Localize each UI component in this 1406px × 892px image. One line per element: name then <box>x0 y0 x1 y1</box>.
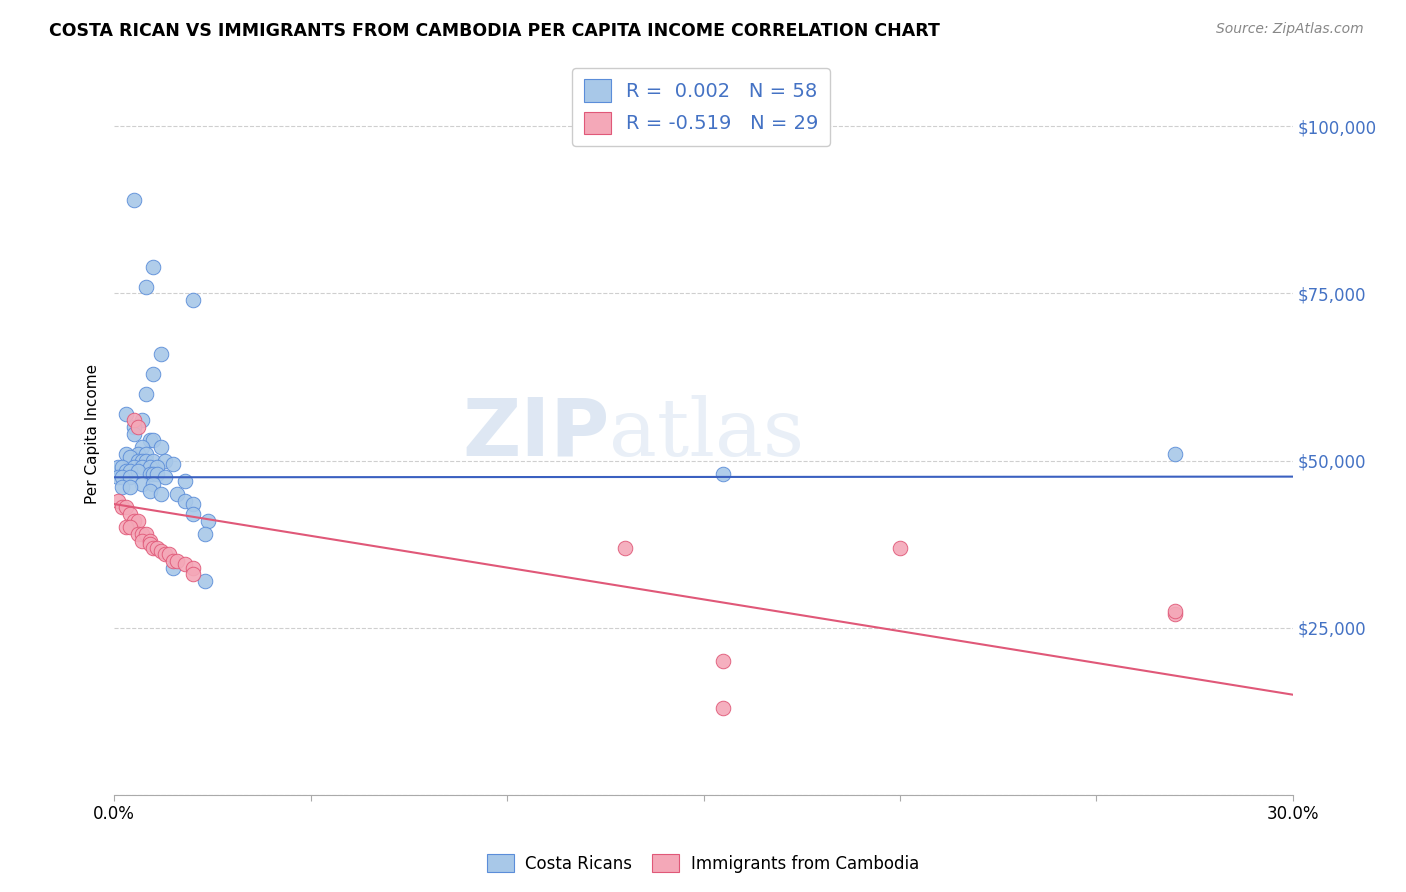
Point <box>181 293 204 307</box>
Point <box>155 547 177 561</box>
Point <box>127 453 149 467</box>
Point <box>118 480 141 494</box>
Text: Source: ZipAtlas.com: Source: ZipAtlas.com <box>1216 22 1364 37</box>
Point <box>127 527 149 541</box>
Point <box>127 420 149 434</box>
Point <box>150 440 173 454</box>
Point <box>107 493 129 508</box>
Point <box>142 541 165 555</box>
Point <box>181 497 204 511</box>
Point <box>181 567 204 582</box>
Point <box>127 447 149 461</box>
Point <box>155 470 177 484</box>
Point <box>174 493 197 508</box>
Point <box>127 464 149 478</box>
Point <box>614 541 637 555</box>
Point <box>166 554 188 568</box>
Point <box>135 386 157 401</box>
Point <box>142 477 165 491</box>
Point <box>111 480 134 494</box>
Point <box>115 447 138 461</box>
Point <box>166 487 188 501</box>
Point <box>138 434 160 448</box>
Point <box>157 547 180 561</box>
Point <box>138 537 160 551</box>
Legend: R =  0.002   N = 58, R = -0.519   N = 29: R = 0.002 N = 58, R = -0.519 N = 29 <box>572 68 831 145</box>
Point <box>711 701 734 715</box>
Point <box>150 544 173 558</box>
Point <box>127 514 149 528</box>
Point <box>107 470 129 484</box>
Point <box>150 487 173 501</box>
Point <box>135 453 157 467</box>
Point <box>162 560 184 574</box>
Point <box>122 420 145 434</box>
Point <box>131 460 153 475</box>
Point <box>107 460 129 475</box>
Point <box>111 470 134 484</box>
Text: ZIP: ZIP <box>463 395 609 473</box>
Legend: Costa Ricans, Immigrants from Cambodia: Costa Ricans, Immigrants from Cambodia <box>481 847 925 880</box>
Point <box>193 574 215 588</box>
Point <box>146 460 169 475</box>
Point <box>111 500 134 515</box>
Point <box>193 527 215 541</box>
Point <box>118 507 141 521</box>
Point <box>118 520 141 534</box>
Text: atlas: atlas <box>609 395 804 473</box>
Point <box>135 527 157 541</box>
Point <box>889 541 911 555</box>
Point <box>162 554 184 568</box>
Point <box>1164 604 1187 618</box>
Point <box>142 367 165 381</box>
Point <box>181 507 204 521</box>
Point <box>142 453 165 467</box>
Point <box>138 483 160 498</box>
Point <box>131 527 153 541</box>
Point <box>174 474 197 488</box>
Point <box>711 654 734 668</box>
Point <box>122 193 145 207</box>
Point <box>122 514 145 528</box>
Point <box>150 346 173 360</box>
Point <box>197 514 219 528</box>
Point <box>138 467 160 481</box>
Point <box>118 464 141 478</box>
Point <box>155 453 177 467</box>
Point <box>131 413 153 427</box>
Point <box>115 407 138 421</box>
Point <box>711 467 734 481</box>
Point <box>115 500 138 515</box>
Point <box>142 467 165 481</box>
Point <box>162 457 184 471</box>
Point <box>146 541 169 555</box>
Point <box>135 447 157 461</box>
Point <box>131 533 153 548</box>
Point <box>138 460 160 475</box>
Point <box>131 477 153 491</box>
Point <box>174 558 197 572</box>
Point <box>135 279 157 293</box>
Point <box>146 467 169 481</box>
Point <box>131 440 153 454</box>
Point <box>142 260 165 274</box>
Point <box>118 450 141 465</box>
Point <box>115 520 138 534</box>
Point <box>131 453 153 467</box>
Point <box>122 413 145 427</box>
Point <box>122 426 145 441</box>
Point <box>181 560 204 574</box>
Y-axis label: Per Capita Income: Per Capita Income <box>86 364 100 504</box>
Point <box>122 460 145 475</box>
Point <box>1164 607 1187 622</box>
Point <box>142 434 165 448</box>
Point <box>138 533 160 548</box>
Text: COSTA RICAN VS IMMIGRANTS FROM CAMBODIA PER CAPITA INCOME CORRELATION CHART: COSTA RICAN VS IMMIGRANTS FROM CAMBODIA … <box>49 22 941 40</box>
Point <box>115 464 138 478</box>
Point <box>118 470 141 484</box>
Point <box>111 460 134 475</box>
Point <box>1164 447 1187 461</box>
